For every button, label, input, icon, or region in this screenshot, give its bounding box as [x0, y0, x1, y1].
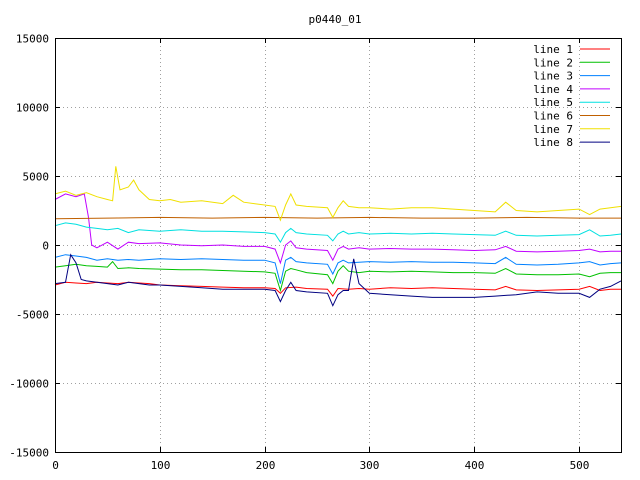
x-axis: 0 100 200 300 400 500: [52, 38, 589, 472]
series-line-3: [54, 254, 622, 284]
y-tick-label: 15000: [16, 33, 49, 46]
y-tick-label: -15000: [9, 447, 49, 460]
y-axis: -15000 -10000 -5000 0 5000 10000 15000: [9, 33, 621, 460]
series-line-7: [54, 166, 622, 222]
grid: [55, 38, 621, 452]
y-tick-label: -5000: [16, 309, 49, 322]
legend-label: line 8: [533, 136, 573, 149]
y-tick-label: -10000: [9, 378, 49, 391]
legend-label: line 2: [533, 56, 573, 69]
x-tick-label: 0: [52, 459, 59, 472]
series-group: [54, 166, 622, 307]
chart-title: p0440_01: [309, 13, 362, 26]
legend-label: line 1: [533, 43, 573, 56]
y-tick-label: 10000: [16, 102, 49, 115]
series-line-8: [54, 253, 622, 307]
x-tick-label: 500: [570, 459, 590, 472]
y-tick-label: 0: [42, 240, 49, 253]
series-line-2: [54, 260, 621, 293]
legend-label: line 3: [533, 70, 573, 83]
legend-label: line 4: [533, 83, 573, 96]
x-tick-label: 300: [360, 459, 380, 472]
series-line-1: [54, 281, 621, 297]
x-tick-label: 200: [256, 459, 276, 472]
series-line-5: [54, 222, 622, 244]
x-tick-label: 400: [465, 459, 485, 472]
y-tick-label: 5000: [23, 171, 50, 184]
series-line-4: [54, 193, 621, 265]
legend-label: line 7: [533, 123, 573, 136]
series-line-6: [54, 216, 621, 220]
legend-label: line 6: [533, 110, 573, 123]
x-tick-label: 100: [151, 459, 171, 472]
legend-label: line 5: [533, 96, 573, 109]
